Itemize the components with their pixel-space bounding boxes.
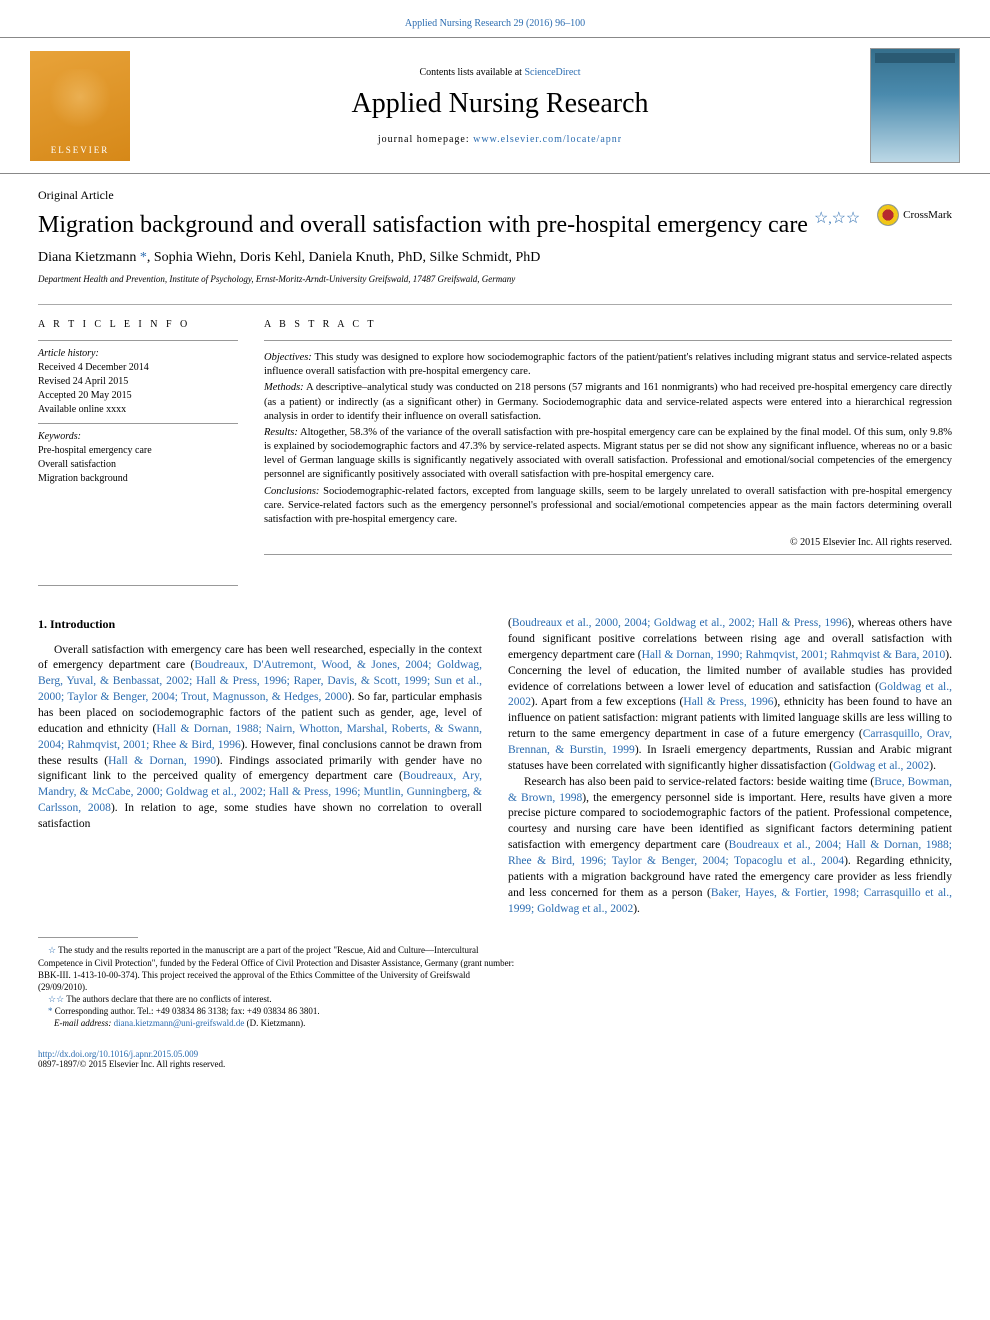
abstract-rule: [264, 340, 952, 341]
sciencedirect-link[interactable]: ScienceDirect: [524, 67, 580, 78]
crossmark-icon: [877, 204, 899, 226]
methods-text: A descriptive–analytical study was condu…: [264, 382, 952, 421]
citation-text: Applied Nursing Research 29 (2016) 96–10…: [405, 18, 585, 29]
intro-para-1-cont: (Boudreaux et al., 2000, 2004; Goldwag e…: [508, 616, 952, 775]
history-accepted: Accepted 20 May 2015: [38, 389, 238, 403]
journal-banner: ELSEVIER Contents lists available at Sci…: [0, 38, 990, 173]
publisher-name: ELSEVIER: [51, 145, 110, 155]
doi-link[interactable]: http://dx.doi.org/10.1016/j.apnr.2015.05…: [38, 1049, 198, 1059]
footnote-email: E-mail address: diana.kietzmann@uni-grei…: [38, 1017, 516, 1029]
intro-para-1: Overall satisfaction with emergency care…: [38, 643, 482, 833]
results-text: Altogether, 58.3% of the variance of the…: [264, 427, 952, 481]
footnote-corresponding: * Corresponding author. Tel.: +49 03834 …: [38, 1005, 516, 1017]
methods-label: Methods:: [264, 382, 304, 393]
info-rule-2: [38, 423, 238, 424]
title-footnote-star-2b: ☆☆: [832, 210, 861, 227]
fn1-star: ☆: [48, 945, 56, 955]
c2p2a: Research has also been paid to service-r…: [524, 776, 874, 788]
body-columns: 1. Introduction Overall satisfaction wit…: [0, 586, 990, 927]
abstract-heading: A B S T R A C T: [264, 319, 952, 330]
footnote-rule: [38, 937, 138, 938]
homepage-link[interactable]: www.elsevier.com/locate/apnr: [473, 134, 622, 145]
title-block: Original Article Migration background an…: [0, 174, 990, 304]
journal-cover-thumbnail: [870, 48, 960, 163]
email-suffix: (D. Kietzmann).: [244, 1018, 305, 1028]
c2p1d: ). Apart from a few exceptions (: [531, 696, 683, 708]
fn-corr-text: Corresponding author. Tel.: +49 03834 86…: [53, 1006, 320, 1016]
contents-prefix: Contents lists available at: [419, 67, 524, 78]
email-label: E-mail address:: [54, 1018, 114, 1028]
c2p1g: ).: [929, 760, 936, 772]
keyword-2: Overall satisfaction: [38, 458, 238, 472]
keyword-1: Pre-hospital emergency care: [38, 444, 238, 458]
ref-link-5[interactable]: Boudreaux et al., 2000, 2004; Goldwag et…: [512, 617, 848, 629]
abstract-copyright: © 2015 Elsevier Inc. All rights reserved…: [264, 537, 952, 548]
abstract-methods: Methods: A descriptive–analytical study …: [264, 381, 952, 424]
abstract-results: Results: Altogether, 58.3% of the varian…: [264, 426, 952, 483]
abstract-column: A B S T R A C T Objectives: This study w…: [264, 319, 952, 565]
c2p2d: ).: [633, 903, 640, 915]
history-label: Article history:: [38, 347, 238, 361]
info-heading: A R T I C L E I N F O: [38, 319, 238, 330]
info-abstract-row: A R T I C L E I N F O Article history: R…: [0, 305, 990, 585]
article-title: Migration background and overall satisfa…: [38, 209, 952, 240]
objectives-label: Objectives:: [264, 352, 312, 363]
ref-link-6[interactable]: Hall & Dornan, 1990; Rahmqvist, 2001; Ra…: [642, 649, 946, 661]
conclusions-text: Sociodemographic-related factors, except…: [264, 486, 952, 525]
homepage-prefix: journal homepage:: [378, 134, 473, 145]
issn-copyright: 0897-1897/© 2015 Elsevier Inc. All right…: [38, 1059, 225, 1069]
abstract-conclusions: Conclusions: Sociodemographic-related fa…: [264, 485, 952, 528]
corresponding-mark: *: [140, 250, 147, 265]
fn2-star: ☆☆: [48, 994, 64, 1004]
author-1: Diana Kietzmann: [38, 250, 140, 265]
crossmark-badge[interactable]: CrossMark: [877, 204, 952, 226]
keyword-3: Migration background: [38, 472, 238, 486]
abstract-objectives: Objectives: This study was designed to e…: [264, 351, 952, 379]
publisher-tree-icon: [50, 69, 110, 139]
crossmark-label: CrossMark: [903, 209, 952, 221]
ref-link-8[interactable]: Hall & Press, 1996: [683, 696, 773, 708]
ref-link-3[interactable]: Hall & Dornan, 1990: [108, 755, 216, 767]
article-info-column: A R T I C L E I N F O Article history: R…: [38, 319, 238, 565]
affiliation: Department Health and Prevention, Instit…: [38, 274, 952, 284]
article-type: Original Article: [38, 188, 952, 203]
keywords-label: Keywords:: [38, 430, 238, 444]
doi-block: http://dx.doi.org/10.1016/j.apnr.2015.05…: [0, 1039, 990, 1091]
authors-rest: , Sophia Wiehn, Doris Kehl, Daniela Knut…: [147, 250, 541, 265]
intro-para-2: Research has also been paid to service-r…: [508, 775, 952, 918]
section-1-heading: 1. Introduction: [38, 616, 482, 633]
history-revised: Revised 24 April 2015: [38, 375, 238, 389]
info-rule-1: [38, 340, 238, 341]
publisher-logo: ELSEVIER: [30, 51, 130, 161]
title-footnote-star-1: ☆: [814, 210, 828, 227]
citation-header: Applied Nursing Research 29 (2016) 96–10…: [0, 0, 990, 37]
conclusions-label: Conclusions:: [264, 486, 319, 497]
history-received: Received 4 December 2014: [38, 361, 238, 375]
fn1-text: The study and the results reported in th…: [38, 945, 514, 991]
banner-center: Contents lists available at ScienceDirec…: [130, 67, 870, 145]
results-label: Results:: [264, 427, 298, 438]
history-online: Available online xxxx: [38, 403, 238, 417]
objectives-text: This study was designed to explore how s…: [264, 352, 952, 377]
journal-name: Applied Nursing Research: [150, 88, 850, 120]
title-text: Migration background and overall satisfa…: [38, 212, 808, 238]
contents-line: Contents lists available at ScienceDirec…: [150, 67, 850, 78]
footnotes-block: ☆ The study and the results reported in …: [0, 927, 554, 1039]
footnote-1: ☆ The study and the results reported in …: [38, 944, 516, 993]
body-column-right: (Boudreaux et al., 2000, 2004; Goldwag e…: [508, 616, 952, 917]
abstract-rule-bottom: [264, 554, 952, 555]
body-column-left: 1. Introduction Overall satisfaction wit…: [38, 616, 482, 917]
ref-link-10[interactable]: Goldwag et al., 2002: [833, 760, 929, 772]
fn2-text: The authors declare that there are no co…: [64, 994, 272, 1004]
footnote-2: ☆☆ The authors declare that there are no…: [38, 993, 516, 1005]
authors-line: Diana Kietzmann *, Sophia Wiehn, Doris K…: [38, 250, 952, 266]
email-link[interactable]: diana.kietzmann@uni-greifswald.de: [114, 1018, 245, 1028]
homepage-line: journal homepage: www.elsevier.com/locat…: [150, 134, 850, 145]
